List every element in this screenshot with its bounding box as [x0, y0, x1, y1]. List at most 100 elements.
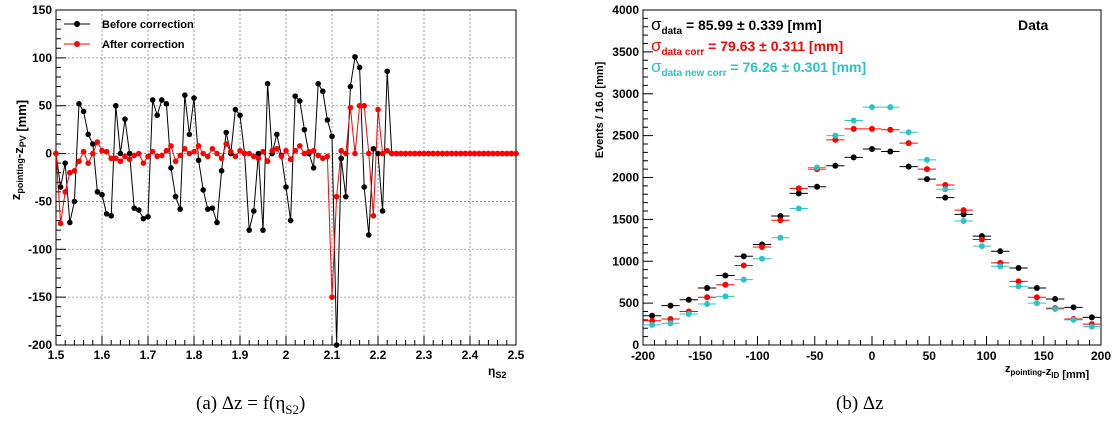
- y-tick-label: 50: [39, 99, 53, 113]
- data-point: [416, 150, 423, 157]
- data-point: [136, 207, 142, 213]
- data-point: [444, 150, 450, 157]
- data-point: [324, 153, 331, 160]
- y-tick-label: 2500: [612, 129, 639, 143]
- y-tick-label: -100: [28, 242, 52, 256]
- data-point: [1033, 300, 1040, 307]
- data-point: [343, 193, 349, 200]
- data-point: [108, 155, 114, 162]
- data-point: [214, 150, 220, 157]
- x-tick-label: 2.5: [508, 348, 525, 362]
- data-point: [154, 112, 160, 119]
- data-point: [887, 126, 894, 133]
- data-point: [850, 154, 857, 161]
- data-point: [182, 145, 188, 152]
- data-point: [62, 189, 68, 195]
- data-point: [740, 253, 747, 260]
- data-point: [85, 160, 91, 166]
- data-point: [850, 117, 857, 124]
- data-label: Data: [1018, 17, 1049, 33]
- label-part: z: [8, 193, 23, 200]
- data-point: [375, 150, 381, 157]
- data-point: [814, 183, 821, 190]
- data-point: [264, 80, 271, 87]
- legend-marker: [74, 41, 80, 47]
- data-point: [978, 236, 985, 243]
- data-point: [177, 206, 183, 212]
- data-point: [722, 272, 729, 279]
- data-point: [407, 150, 414, 157]
- data-point: [122, 116, 128, 122]
- legend-label: Before correction: [102, 19, 194, 31]
- data-point: [649, 312, 656, 319]
- data-point: [685, 296, 692, 303]
- data-point: [140, 215, 147, 222]
- data-point: [740, 276, 747, 283]
- data-point: [850, 125, 857, 132]
- legend-label: After correction: [102, 39, 185, 51]
- data-point: [722, 281, 729, 288]
- data-point: [832, 132, 839, 139]
- caption-left-sub: S2: [285, 401, 300, 417]
- y-tick-label: -150: [28, 290, 52, 304]
- label-part: -z: [1042, 366, 1052, 378]
- data-point: [195, 157, 202, 164]
- data-point: [905, 140, 912, 147]
- data-point: [297, 143, 303, 149]
- data-point: [274, 131, 280, 138]
- data-point: [356, 102, 363, 109]
- data-point: [361, 102, 368, 109]
- label-subscript: pointing: [1011, 368, 1043, 377]
- data-point: [172, 158, 179, 165]
- data-point: [90, 150, 96, 157]
- x-tick-label: 2.2: [370, 348, 387, 362]
- data-point: [310, 147, 317, 154]
- data-point: [320, 88, 326, 95]
- x-tick-label: 200: [1091, 349, 1111, 363]
- data-point: [241, 150, 248, 157]
- x-tick-label: 1.8: [186, 348, 203, 362]
- data-point: [1070, 316, 1077, 323]
- data-point: [154, 153, 160, 160]
- data-point: [1052, 305, 1059, 312]
- data-point: [704, 285, 711, 292]
- data-point: [832, 162, 839, 169]
- data-point: [923, 176, 930, 183]
- data-point: [777, 213, 784, 220]
- data-point: [997, 248, 1004, 255]
- x-tick-label: -150: [688, 349, 712, 363]
- data-point: [352, 150, 358, 157]
- data-point: [103, 148, 110, 155]
- data-point: [430, 150, 437, 157]
- data-point: [315, 152, 322, 159]
- data-point: [333, 342, 340, 348]
- data-point: [905, 129, 912, 136]
- data-point: [366, 150, 372, 157]
- data-point: [149, 148, 156, 155]
- data-point: [1052, 295, 1059, 302]
- data-point: [370, 212, 377, 219]
- data-point: [759, 244, 766, 251]
- data-point: [287, 217, 294, 224]
- caption-left-text: (a) Δz = f(η: [196, 393, 286, 414]
- data-point: [228, 148, 234, 155]
- label-subscript: PV: [18, 135, 28, 147]
- data-point: [471, 150, 478, 157]
- data-point: [393, 150, 400, 157]
- x-tick-label: 150: [1034, 349, 1054, 363]
- data-point: [329, 294, 335, 300]
- data-point: [292, 147, 299, 154]
- data-point: [287, 156, 294, 163]
- x-tick-label: 2: [283, 348, 290, 362]
- data-point: [71, 198, 78, 205]
- data-point: [832, 136, 839, 143]
- data-point: [462, 150, 469, 157]
- data-point: [508, 150, 515, 157]
- data-point: [53, 150, 59, 157]
- data-point: [490, 150, 496, 157]
- x-tick-label: 1.9: [232, 348, 249, 362]
- data-point: [94, 189, 101, 195]
- data-point: [301, 126, 308, 133]
- data-point: [960, 218, 967, 225]
- data-point: [126, 156, 133, 163]
